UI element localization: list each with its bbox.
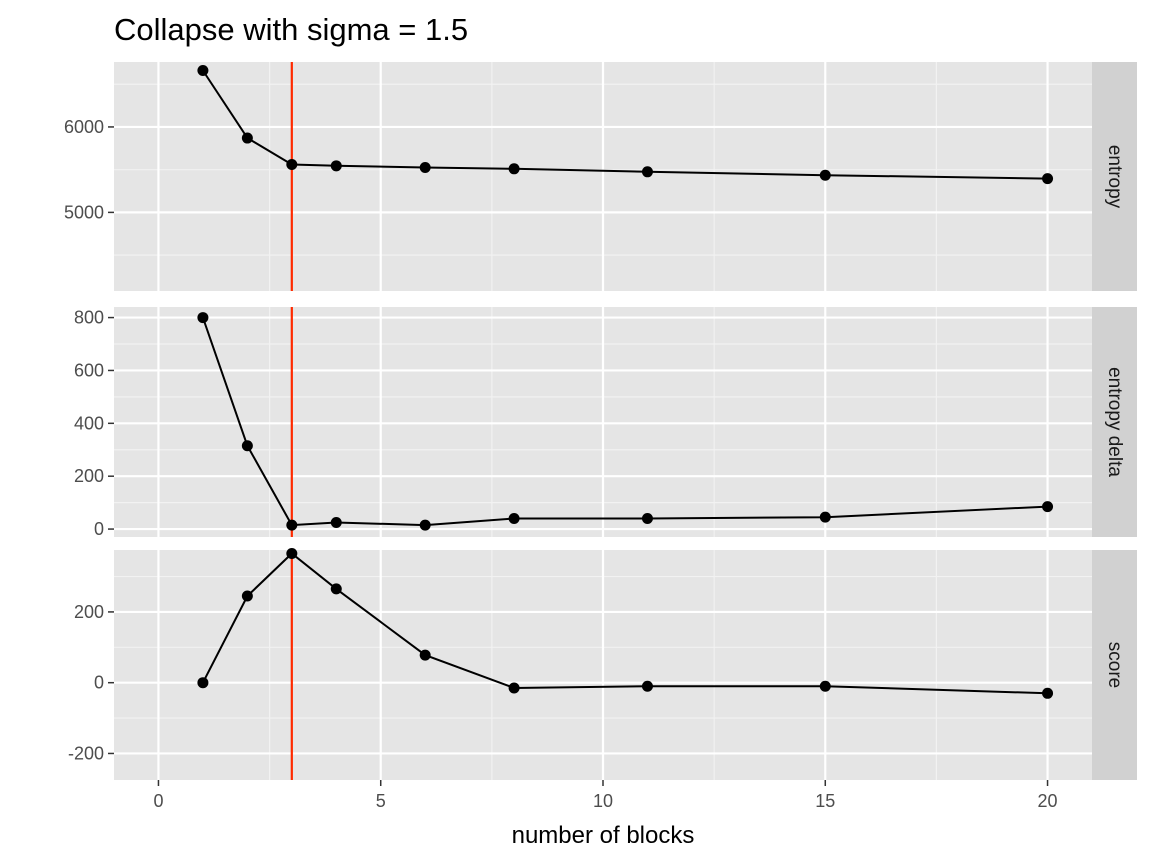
data-point [819, 511, 831, 523]
chart-title: Collapse with sigma = 1.5 [114, 12, 468, 47]
data-point [286, 548, 298, 560]
data-point [419, 519, 431, 531]
data-point [508, 682, 520, 694]
data-point [241, 440, 253, 452]
data-point [641, 680, 653, 692]
y-tick-label: 600 [74, 360, 104, 380]
y-tick-label: 800 [74, 308, 104, 328]
data-point [197, 677, 209, 689]
data-point [286, 159, 298, 171]
facet-strip [1092, 62, 1137, 291]
data-point [508, 163, 520, 175]
data-point [1042, 501, 1054, 513]
x-axis-title: number of blocks [512, 822, 695, 849]
y-tick-label: -200 [68, 743, 104, 763]
data-point [330, 516, 342, 528]
y-tick-label: 400 [74, 413, 104, 433]
data-point [419, 649, 431, 661]
data-point [241, 590, 253, 602]
x-axis: 0 5 10 15 20 [153, 780, 1058, 811]
y-tick-label: 200 [74, 466, 104, 486]
data-point [1042, 687, 1054, 699]
data-point [330, 160, 342, 172]
data-point [241, 132, 253, 144]
panel-entropy: 5000 6000 entropy [64, 62, 1137, 291]
facet-strip [1092, 550, 1137, 780]
panel-entropy-delta: 0 200 400 600 800 entropy delta [74, 307, 1137, 539]
x-tick-label: 0 [153, 791, 163, 811]
data-point [819, 680, 831, 692]
data-point [641, 166, 653, 178]
y-tick-label: 6000 [64, 117, 104, 137]
panels: 5000 6000 entropy 0 200 400 600 800 entropy delt… [64, 62, 1137, 780]
facet-strip-label: score [1104, 642, 1125, 688]
data-point [419, 162, 431, 174]
x-tick-label: 10 [593, 791, 613, 811]
facet-strip [1092, 307, 1137, 537]
y-tick-label: 0 [94, 673, 104, 693]
y-tick-label: 0 [94, 519, 104, 539]
data-point [197, 312, 209, 324]
y-tick-label: 5000 [64, 202, 104, 222]
data-point [286, 519, 298, 531]
facet-strip-label: entropy delta [1104, 367, 1125, 477]
data-point [1042, 173, 1054, 185]
data-point [508, 512, 520, 524]
y-tick-label: 200 [74, 602, 104, 622]
data-point [819, 169, 831, 181]
panel-score: -200 0 200 score [68, 548, 1137, 780]
data-point [641, 512, 653, 524]
x-tick-label: 5 [376, 791, 386, 811]
data-point [330, 583, 342, 595]
x-tick-label: 15 [815, 791, 835, 811]
x-tick-label: 20 [1038, 791, 1058, 811]
data-point [197, 65, 209, 77]
facet-strip-label: entropy [1104, 145, 1125, 209]
